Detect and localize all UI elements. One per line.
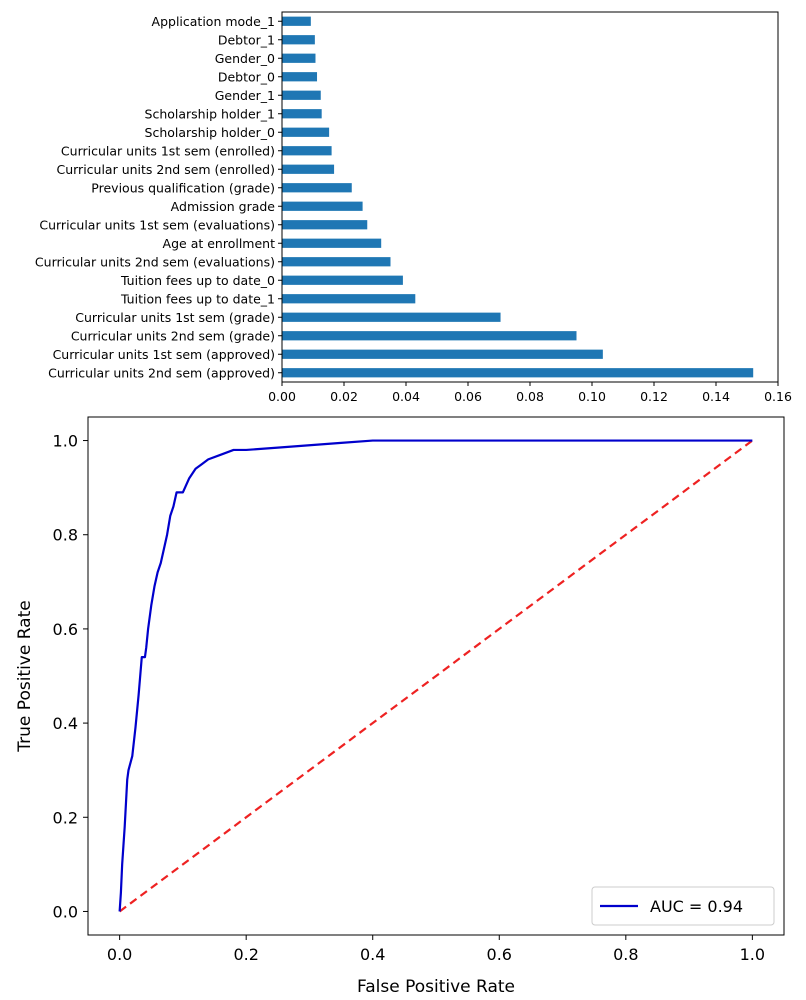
- bar: [282, 349, 603, 359]
- x-tick-label: 0.12: [640, 389, 668, 404]
- plot-frame: [281, 11, 779, 383]
- y-tick-label: Curricular units 1st sem (enrolled): [61, 143, 275, 158]
- x-tick-label: 0.8: [613, 945, 638, 964]
- x-tick-label: 0.06: [454, 389, 482, 404]
- y-tick-label: Debtor_0: [218, 69, 275, 84]
- x-tick-label: 0.6: [487, 945, 512, 964]
- plot-frame: [87, 416, 785, 936]
- bar: [282, 238, 382, 248]
- y-tick-label: Curricular units 2nd sem (grade): [71, 328, 275, 343]
- bar: [282, 146, 332, 156]
- x-tick-label: 0.4: [360, 945, 385, 964]
- x-tick-label: 0.08: [516, 389, 544, 404]
- legend-box: [591, 886, 775, 926]
- y-tick-label: 0.0: [53, 902, 78, 921]
- bar: [282, 331, 577, 341]
- bar: [282, 257, 391, 267]
- bar: [282, 183, 352, 193]
- x-tick-label: 0.10: [578, 389, 606, 404]
- y-tick-label: Gender_1: [215, 88, 275, 103]
- y-tick-label: Previous qualification (grade): [91, 180, 275, 195]
- y-tick-label: 0.6: [53, 620, 78, 639]
- roc-curve-line: [118, 439, 753, 912]
- x-tick-label: 1.0: [740, 945, 765, 964]
- y-tick-label: 0.2: [53, 808, 78, 827]
- y-tick-label: 0.4: [53, 714, 78, 733]
- bar: [282, 275, 403, 285]
- x-tick-label: 0.00: [268, 389, 296, 404]
- bar: [282, 220, 368, 230]
- x-tick-label: 0.14: [702, 389, 730, 404]
- y-tick-label: Debtor_1: [218, 32, 275, 47]
- legend-label: AUC = 0.94: [650, 897, 743, 916]
- y-tick-label: Age at enrollment: [163, 236, 276, 251]
- y-tick-label: Tuition fees up to date_0: [120, 273, 275, 288]
- bar: [282, 35, 315, 45]
- bar: [282, 53, 316, 63]
- y-tick-label: 1.0: [53, 432, 78, 451]
- x-axis-label: False Positive Rate: [357, 977, 515, 997]
- bar: [282, 294, 416, 304]
- y-tick-label: Curricular units 2nd sem (enrolled): [56, 162, 275, 177]
- legend: AUC = 0.94: [591, 886, 775, 926]
- bar: [282, 164, 335, 174]
- y-tick-label: Curricular units 1st sem (evaluations): [39, 217, 275, 232]
- roc-curve-chart: 0.0 0.2 0.4 0.6 0.8 1.0 0.0 0.2 0.4 0.6 0.8 1.0 Fals…: [15, 416, 785, 997]
- x-tick-label: 0.16: [764, 389, 792, 404]
- bar: [282, 368, 754, 378]
- y-tick-label: Curricular units 1st sem (approved): [53, 347, 275, 362]
- bar: [282, 72, 318, 82]
- x-tick-label: 0.0: [107, 945, 132, 964]
- x-tick-label: 0.04: [392, 389, 420, 404]
- y-tick-label: Gender_0: [215, 51, 275, 66]
- feature-importance-chart: Curricular units 2nd sem (approved) Curri…: [35, 11, 792, 404]
- bar: [282, 90, 321, 100]
- y-tick-label: Admission grade: [171, 199, 276, 214]
- bar: [282, 109, 322, 119]
- y-axis-label: True Positive Rate: [15, 600, 35, 752]
- y-tick-label: Tuition fees up to date_1: [120, 291, 275, 306]
- y-tick-label: 0.8: [53, 526, 78, 545]
- chance-diagonal-line: [118, 439, 754, 913]
- bar: [282, 16, 311, 26]
- y-tick-label: Scholarship holder_0: [145, 125, 276, 140]
- y-tick-label: Application mode_1: [152, 14, 275, 29]
- bar: [282, 127, 330, 137]
- y-tick-label: Curricular units 2nd sem (approved): [48, 365, 275, 380]
- bar: [282, 201, 363, 211]
- y-tick-label: Curricular units 1st sem (grade): [75, 310, 275, 325]
- x-tick-label: 0.2: [233, 945, 258, 964]
- y-tick-label: Scholarship holder_1: [145, 106, 275, 121]
- bar: [282, 312, 501, 322]
- x-tick-label: 0.02: [330, 389, 358, 404]
- y-tick-label: Curricular units 2nd sem (evaluations): [35, 254, 275, 269]
